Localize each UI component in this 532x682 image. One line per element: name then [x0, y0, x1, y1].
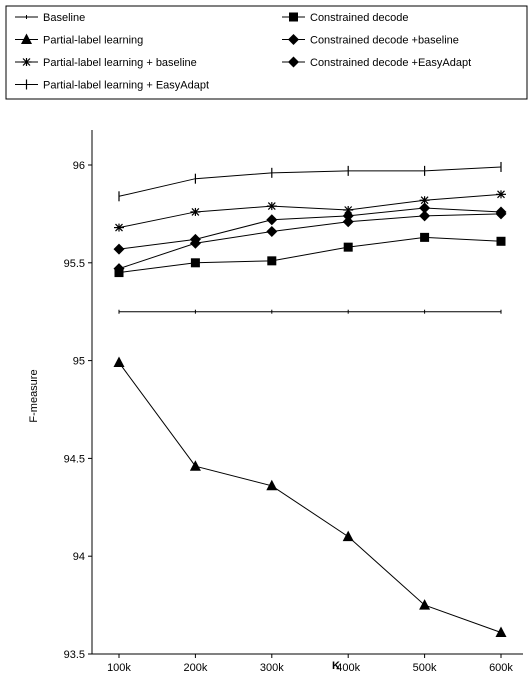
y-axis-title: F-measure [28, 369, 40, 422]
series-line [118, 362, 502, 633]
data-point [189, 237, 201, 249]
data-point [266, 479, 278, 491]
series-1 [113, 356, 507, 637]
series-line [118, 193, 502, 229]
x-tick-label: 300k [260, 662, 284, 674]
data-point [343, 242, 353, 252]
legend-marker [21, 33, 32, 44]
data-point [266, 226, 278, 238]
data-point [189, 460, 201, 471]
y-tick-label: 95 [73, 356, 85, 368]
data-point [495, 626, 507, 637]
data-point [190, 207, 201, 216]
x-tick-label: 600k [489, 662, 513, 674]
x-tick-label: 500k [413, 662, 437, 674]
legend-label: Constrained decode +EasyAdapt [310, 57, 471, 69]
legend-item: Constrained decode +EasyAdapt [282, 56, 471, 69]
data-point [266, 214, 278, 226]
legend-label: Baseline [43, 12, 85, 24]
series-4 [114, 232, 506, 278]
y-tick-label: 95.5 [64, 258, 85, 270]
data-point [113, 263, 125, 275]
data-point [495, 208, 507, 220]
data-point [113, 356, 125, 368]
legend-marker [21, 58, 32, 66]
y-tick-label: 93.5 [64, 649, 85, 661]
data-point [496, 236, 506, 246]
x-tick-label: 100k [107, 662, 131, 674]
x-tick-label: 200k [183, 662, 207, 674]
y-tick-label: 94 [73, 551, 85, 563]
legend-label: Partial-label learning + EasyAdapt [43, 80, 209, 92]
data-point [113, 243, 125, 255]
legend-label: Partial-label learning + baseline [43, 57, 197, 69]
series-0 [118, 309, 502, 314]
legend-label: Partial-label learning [43, 35, 143, 47]
data-point [267, 256, 277, 266]
y-tick-label: 96 [73, 160, 85, 172]
data-point [343, 205, 354, 214]
x-axis-ticks: 100k 200k 300k 400k 500k 600k [107, 654, 513, 674]
data-point [342, 216, 354, 228]
series-layer [113, 161, 507, 637]
y-tick-label: 94.5 [64, 453, 85, 465]
data-point [342, 530, 354, 542]
data-point [419, 210, 431, 222]
legend: Baseline Partial-label learning Partial-la… [15, 12, 471, 92]
x-tick-label: 400k [336, 662, 360, 674]
series-2 [114, 190, 506, 232]
legend-marker [288, 56, 299, 68]
legend-item: Constrained decode [282, 12, 408, 24]
series-line [118, 213, 502, 270]
x-axis-title: K [332, 660, 340, 672]
data-point [496, 190, 506, 199]
legend-marker [288, 34, 299, 45]
data-point [419, 599, 431, 610]
series-3 [118, 161, 502, 202]
data-point [190, 258, 200, 268]
data-point [342, 210, 354, 222]
series-line [118, 166, 502, 197]
plot-frame [91, 130, 523, 655]
series-6 [113, 208, 507, 275]
series-line [118, 236, 502, 274]
series-5 [113, 202, 507, 255]
legend-item: Partial-label learning + EasyAdapt [15, 79, 209, 92]
legend-marker [289, 12, 298, 22]
data-point [420, 232, 430, 242]
legend-box [5, 5, 528, 100]
data-point [419, 202, 431, 214]
data-point [114, 223, 124, 232]
legend-label: Constrained decode +baseline [310, 35, 459, 47]
legend-item: Constrained decode +baseline [282, 34, 459, 47]
legend-item: Partial-label learning + baseline [15, 57, 197, 69]
legend-item: Baseline [15, 12, 85, 24]
data-point [266, 202, 277, 211]
legend-item: Partial-label learning [15, 33, 143, 47]
legend-label: Constrained decode [310, 12, 408, 24]
y-axis-ticks: 93.5 94 94.5 95 95.5 96 [64, 160, 92, 661]
series-line [118, 207, 502, 250]
